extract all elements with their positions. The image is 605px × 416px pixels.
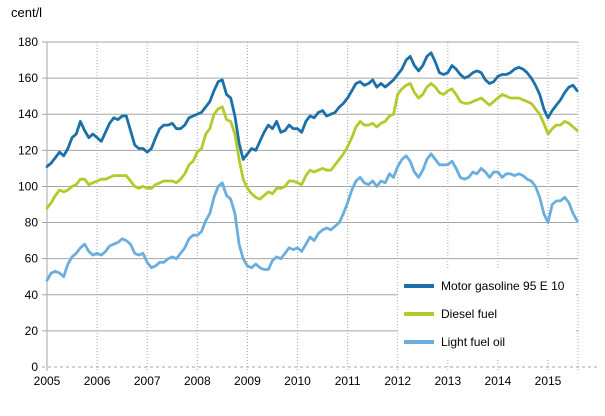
x-tick-label: 2007 xyxy=(134,374,161,388)
legend-item-diesel-fuel: Diesel fuel xyxy=(404,300,576,328)
x-tick-label: 2012 xyxy=(384,374,411,388)
legend-item-light-fuel-oil: Light fuel oil xyxy=(404,328,576,356)
y-tick-label: 20 xyxy=(25,324,39,338)
legend-label-motor-gasoline: Motor gasoline 95 E 10 xyxy=(441,279,565,293)
x-tick-label: 2015 xyxy=(535,374,562,388)
y-tick-label: 60 xyxy=(25,252,39,266)
x-tick-label: 2014 xyxy=(485,374,512,388)
x-tick-label: 2008 xyxy=(184,374,211,388)
series-line-motor-gasoline-95-e-10 xyxy=(45,51,579,169)
series-line-light-fuel-oil xyxy=(45,152,579,282)
x-tick-label: 2009 xyxy=(234,374,261,388)
y-tick-label: 80 xyxy=(25,216,39,230)
x-tick-label: 2010 xyxy=(284,374,311,388)
legend-label-diesel-fuel: Diesel fuel xyxy=(441,307,498,321)
y-tick-label: 160 xyxy=(18,71,38,85)
legend-swatch-motor-gasoline xyxy=(404,284,434,288)
x-tick-label: 2006 xyxy=(84,374,111,388)
x-tick-label: 2011 xyxy=(335,374,361,388)
y-tick-label: 0 xyxy=(31,360,38,374)
x-tick-label: 2005 xyxy=(34,374,61,388)
legend-swatch-light-fuel-oil xyxy=(404,340,434,344)
legend: Motor gasoline 95 E 10 Diesel fuel Light… xyxy=(398,270,576,358)
x-tick-label: 2013 xyxy=(434,374,461,388)
legend-label-light-fuel-oil: Light fuel oil xyxy=(441,335,506,349)
y-tick-label: 180 xyxy=(18,35,38,49)
series-line-diesel-fuel xyxy=(45,82,579,210)
y-tick-label: 100 xyxy=(18,179,38,193)
unit-label: cent/l xyxy=(11,5,43,20)
legend-item-motor-gasoline: Motor gasoline 95 E 10 xyxy=(404,272,576,300)
y-tick-label: 120 xyxy=(18,143,38,157)
y-tick-label: 40 xyxy=(25,288,39,302)
legend-swatch-diesel-fuel xyxy=(404,312,434,316)
y-tick-label: 140 xyxy=(18,107,38,121)
